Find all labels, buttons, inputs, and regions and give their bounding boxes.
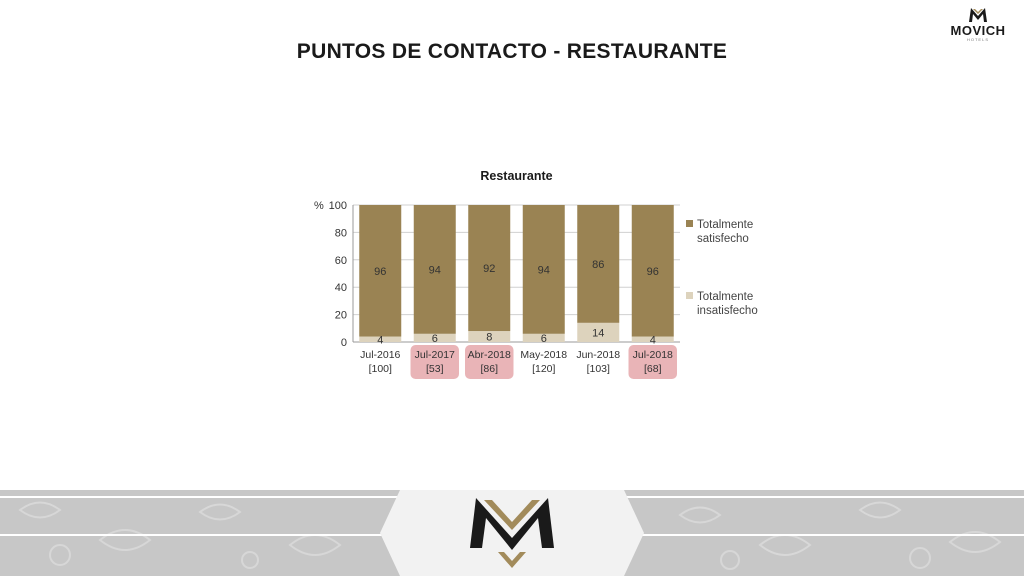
x-tick-label: Jun-2018 (576, 349, 620, 361)
bar-satisfied (359, 205, 402, 337)
slide-title: PUNTOS DE CONTACTO - RESTAURANTE (296, 40, 728, 63)
data-label-unsatisfied: 6 (432, 333, 438, 345)
data-label-unsatisfied: 6 (541, 333, 547, 345)
data-label-satisfied: 96 (374, 266, 386, 278)
legend-label: Totalmente (697, 291, 753, 303)
bar-unsatisfied (522, 333, 565, 342)
brand-name: MOVICH (950, 23, 1006, 38)
movich-m-icon (470, 498, 554, 568)
x-tick-label: Jul-2018 (633, 349, 673, 361)
bar-satisfied (577, 205, 620, 323)
x-tick-label: Jul-2017 (415, 349, 455, 361)
sample-size-label: [120] (532, 363, 555, 375)
legend-label: Totalmente (697, 219, 753, 231)
bar-unsatisfied (468, 331, 511, 342)
category-highlight (465, 345, 514, 379)
movich-m-icon (969, 8, 987, 22)
bar-unsatisfied (577, 322, 620, 342)
x-tick-label: Abr-2018 (468, 349, 511, 361)
bar-unsatisfied (413, 333, 456, 342)
sample-size-label: [100] (369, 363, 392, 375)
legend-label: insatisfecho (697, 305, 758, 317)
data-label-unsatisfied: 8 (486, 332, 492, 344)
x-tick-label: May-2018 (520, 349, 567, 361)
data-label-satisfied: 94 (429, 264, 441, 276)
chart-title: Restaurante (480, 169, 552, 183)
sample-size-label: [68] (644, 363, 662, 375)
brand-logo: MOVICH HOTELS (940, 6, 1016, 46)
y-axis-label: % (314, 200, 324, 212)
data-label-satisfied: 96 (647, 266, 659, 278)
sample-size-label: [53] (426, 363, 444, 375)
legend-label: satisfecho (697, 233, 749, 245)
y-tick-label: 0 (341, 337, 347, 349)
sample-size-label: [86] (480, 363, 498, 375)
data-label-satisfied: 94 (538, 264, 550, 276)
bar-satisfied (468, 205, 511, 332)
category-highlight (410, 345, 459, 379)
y-tick-label: 40 (335, 282, 347, 294)
x-tick-label: Jul-2016 (360, 349, 400, 361)
stacked-bar-chart: Restaurante 0 20 40 60 80 100% 96 4 Jul-2016 [100]… (314, 169, 758, 379)
bar-satisfied (413, 205, 456, 334)
bar-unsatisfied (359, 336, 402, 342)
y-tick-label: 20 (335, 310, 347, 322)
footer-banner (0, 490, 1024, 576)
brand-tagline: HOTELS (966, 37, 989, 42)
y-tick-label: 60 (335, 255, 347, 267)
footer-logo-panel (380, 490, 644, 576)
bar-satisfied (522, 205, 565, 334)
data-label-unsatisfied: 14 (592, 327, 604, 339)
bar-unsatisfied (631, 336, 674, 342)
data-label-satisfied: 92 (483, 263, 495, 275)
data-label-unsatisfied: 4 (650, 334, 656, 346)
data-label-unsatisfied: 4 (377, 334, 383, 346)
y-tick-label: 80 (335, 227, 347, 239)
y-tick-label: 100 (329, 200, 347, 212)
sample-size-label: [103] (587, 363, 610, 375)
legend-swatch (686, 220, 693, 227)
bar-satisfied (631, 205, 674, 337)
data-label-satisfied: 86 (592, 259, 604, 271)
category-highlight (628, 345, 677, 379)
legend-swatch (686, 292, 693, 299)
